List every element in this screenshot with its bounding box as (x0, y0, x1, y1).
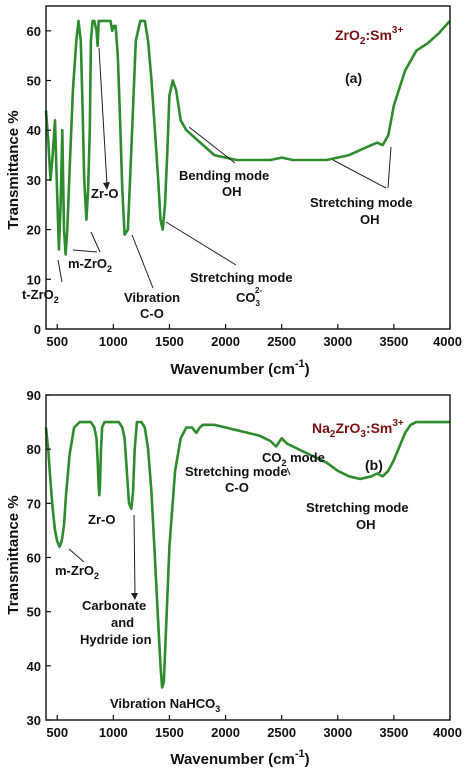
panel-b-y-axis: 30 40 50 60 70 80 90 (27, 388, 51, 728)
annotation-b-stretching-co: Stretching mode (185, 464, 288, 479)
arrow-vibration-co (131, 234, 154, 289)
x-tick-label: 4000 (433, 725, 462, 740)
y-tick-label: 30 (27, 173, 41, 188)
annotation-b-oh: OH (356, 517, 376, 532)
arrow-stretching-co3 (165, 221, 237, 266)
x-tick-label: 3500 (379, 725, 408, 740)
x-tick-label: 1000 (99, 725, 128, 740)
panel-b-arrows (68, 467, 291, 600)
annotation-bending-mode: Bending mode (179, 168, 269, 183)
x-tick-label: 1000 (99, 334, 128, 349)
annotation-stretching-oh-label: OH (360, 212, 380, 227)
annotation-carbonate: Carbonate (82, 598, 146, 613)
panel-a-label: (a) (345, 70, 362, 86)
arrow-zr-o (98, 47, 108, 186)
arrow-b-co2 (286, 467, 291, 476)
arrow-b-m-zro2 (68, 548, 85, 563)
x-tick-label: 2500 (267, 725, 296, 740)
panel-a-y-axis-title: Transmittance % (5, 110, 22, 229)
y-tick-label: 40 (27, 123, 41, 138)
panel-b-y-axis-title: Transmittance % (5, 495, 22, 614)
annotation-b-stretching-oh: Stretching mode (306, 500, 409, 515)
panel-a-y-axis: 0 10 20 30 40 50 60 (27, 24, 51, 337)
y-tick-label: 10 (27, 272, 41, 287)
x-tick-label: 2000 (211, 725, 240, 740)
x-tick-label: 500 (46, 725, 68, 740)
panel-b-chart: 500 1000 1500 2000 2500 3000 3500 4000 30 40 50 60… (5, 388, 462, 768)
y-tick-label: 60 (27, 551, 41, 566)
annotation-c-o: C-O (140, 306, 164, 321)
panel-b-title: Na2ZrO3:Sm3+ (312, 418, 404, 440)
arrow-b-carbonate (133, 514, 136, 596)
x-tick-label: 500 (46, 334, 68, 349)
annotation-b-c-o: C-O (225, 480, 249, 495)
arrow-t-zro2 (57, 259, 63, 283)
annotation-zr-o: Zr-O (91, 186, 118, 201)
panel-a-spectrum-line (44, 19, 451, 256)
x-tick-label: 4000 (433, 334, 462, 349)
y-tick-label: 80 (27, 442, 41, 457)
arrow-m-zro2-1 (90, 231, 101, 253)
panel-a-x-axis: 500 1000 1500 2000 2500 3000 3500 4000 (46, 324, 462, 349)
panel-b-label: (b) (365, 457, 383, 473)
annotation-vibration: Vibration (124, 290, 180, 305)
x-tick-label: 2000 (211, 334, 240, 349)
panel-a-title: ZrO2:Sm3+ (335, 25, 403, 47)
annotation-stretching-co3: Stretching mode (190, 270, 293, 285)
annotation-co2-mode: CO2 mode (262, 450, 325, 468)
x-tick-label: 1500 (155, 725, 184, 740)
annotation-vibration-nahco3: Vibration NaHCO3 (110, 696, 220, 714)
y-tick-label: 50 (27, 74, 41, 89)
arrow-bending (188, 126, 236, 164)
arrow-oh-1 (332, 159, 387, 189)
arrow-oh-2 (387, 146, 392, 189)
x-tick-label: 3500 (379, 334, 408, 349)
annotation-bending-oh: OH (222, 184, 242, 199)
arrow-head (103, 182, 110, 190)
y-tick-label: 0 (34, 322, 41, 337)
panel-b-x-axis: 500 1000 1500 2000 2500 3000 3500 4000 (46, 715, 462, 740)
annotation-co3-label: CO32- (236, 286, 262, 308)
y-tick-label: 60 (27, 24, 41, 39)
panel-a-arrows (57, 47, 392, 289)
annotation-b-zr-o: Zr-O (88, 512, 115, 527)
panel-a-x-axis-title: Wavenumber (cm-1) (170, 358, 309, 378)
x-tick-label: 2500 (267, 334, 296, 349)
annotation-m-zro2: m-ZrO2 (68, 256, 112, 274)
arrow-m-zro2-2 (72, 249, 98, 253)
annotation-hydride-ion: Hydride ion (80, 632, 152, 647)
annotation-t-zro2: t-ZrO2 (22, 287, 59, 305)
annotation-and: and (111, 615, 134, 630)
y-tick-label: 30 (27, 713, 41, 728)
panel-b-plot-frame (45, 394, 451, 721)
panel-a-chart: 500 1000 1500 2000 2500 3000 3500 4000 0 10 20 30 4… (5, 5, 462, 378)
arrow-head (131, 593, 138, 600)
x-tick-label: 1500 (155, 334, 184, 349)
panel-b-spectrum-line (44, 420, 450, 689)
y-tick-label: 70 (27, 496, 41, 511)
annotation-stretching-oh: Stretching mode (310, 195, 413, 210)
panel-a-plot-frame (45, 5, 451, 330)
x-tick-label: 3000 (323, 725, 352, 740)
x-tick-label: 3000 (323, 334, 352, 349)
panel-b-x-axis-title: Wavenumber (cm-1) (170, 748, 309, 768)
y-tick-label: 90 (27, 388, 41, 403)
y-tick-label: 50 (27, 605, 41, 620)
y-tick-label: 40 (27, 659, 41, 674)
y-tick-label: 20 (27, 223, 41, 238)
annotation-b-m-zro2: m-ZrO2 (55, 563, 99, 581)
